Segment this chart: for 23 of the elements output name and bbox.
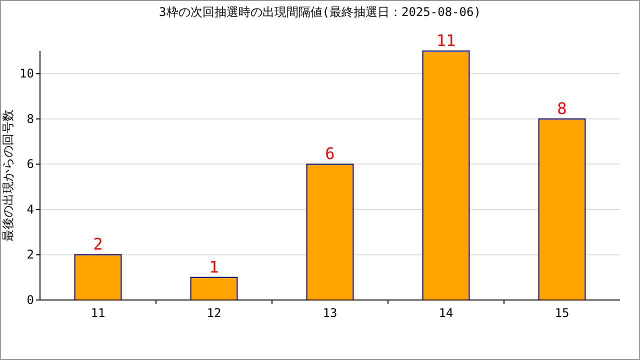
y-tick-label: 8: [26, 112, 34, 126]
data-label: 1: [209, 257, 219, 276]
data-label: 8: [557, 98, 567, 118]
x-tick-label: 14: [438, 306, 454, 320]
bar: [190, 276, 238, 300]
data-label: 2: [93, 234, 103, 254]
y-axis-title: 最後の出現からの回号数: [1, 110, 15, 242]
x-tick-label: 15: [554, 306, 570, 320]
y-tick-label: 4: [26, 202, 34, 216]
bar: [538, 118, 586, 300]
x-tick-label: 13: [322, 306, 338, 320]
data-label: 6: [325, 144, 335, 164]
y-tick-label: 2: [26, 248, 34, 262]
chart-title: 3枠の次回抽選時の出現間隔値(最終抽選日：2025-08-06): [159, 5, 481, 19]
bar: [306, 164, 354, 300]
y-tick-label: 6: [26, 157, 34, 172]
x-tick-label: 12: [206, 306, 222, 320]
bar: [74, 254, 122, 300]
bar: [422, 50, 470, 300]
x-tick-label: 11: [90, 306, 106, 320]
y-tick-label: 10: [20, 66, 34, 81]
data-label: 11: [436, 31, 456, 50]
y-tick-label: 0: [26, 293, 34, 307]
